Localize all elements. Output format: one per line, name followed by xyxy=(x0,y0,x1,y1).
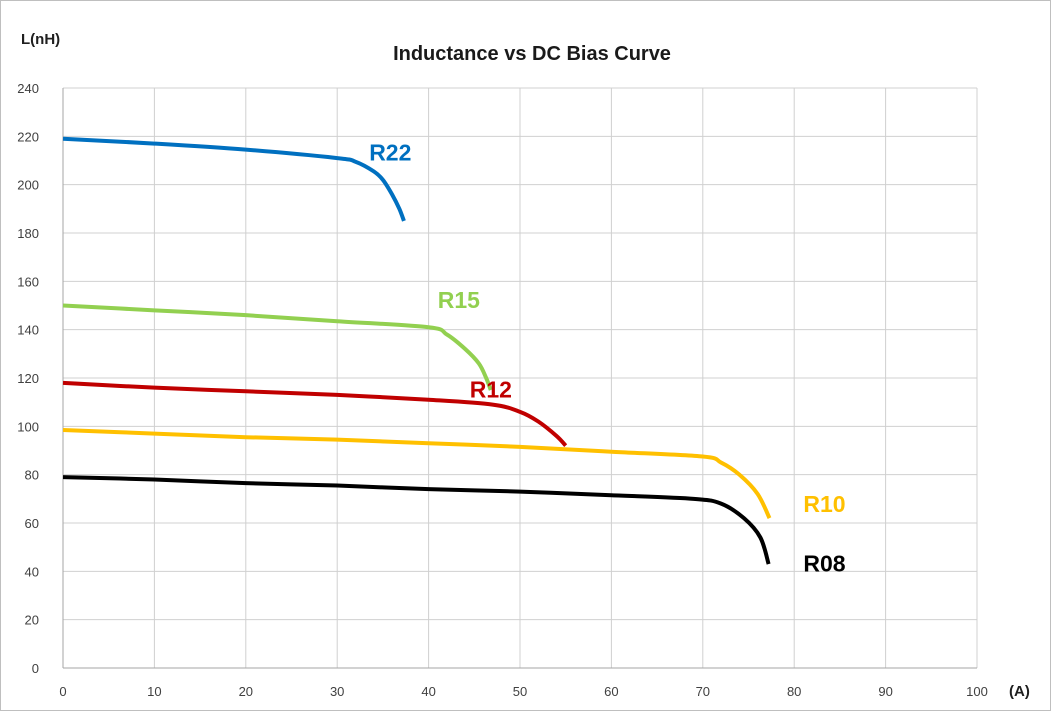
y-tick-label: 220 xyxy=(17,129,39,144)
x-tick-label: 30 xyxy=(330,684,344,699)
x-tick-label: 50 xyxy=(513,684,527,699)
series-line-r08 xyxy=(62,475,771,565)
series-label-r22: R22 xyxy=(369,140,411,166)
x-tick-label: 70 xyxy=(696,684,710,699)
x-tick-label: 10 xyxy=(147,684,161,699)
y-tick-label: 140 xyxy=(17,323,39,338)
x-axis-label: (A) xyxy=(1009,683,1030,700)
grid-lines xyxy=(62,87,978,669)
y-tick-label: 100 xyxy=(17,419,39,434)
series-labels: R22 R15 R12 R10 R08 xyxy=(369,140,846,577)
y-tick-label: 240 xyxy=(17,81,39,96)
y-tick-label: 120 xyxy=(17,371,39,386)
x-tick-label: 60 xyxy=(604,684,618,699)
y-tick-label: 180 xyxy=(17,226,39,241)
x-tick-label: 40 xyxy=(421,684,435,699)
y-tick-label: 60 xyxy=(25,516,39,531)
chart-title: Inductance vs DC Bias Curve xyxy=(393,43,671,65)
y-tick-label: 20 xyxy=(25,613,39,628)
series-line-r15 xyxy=(62,303,493,391)
series-lines xyxy=(62,136,772,565)
x-tick-label: 90 xyxy=(878,684,892,699)
y-tick-label: 200 xyxy=(17,178,39,193)
y-tick-label: 0 xyxy=(32,661,39,676)
y-axis-label: L(nH) xyxy=(21,31,60,48)
x-tick-label: 20 xyxy=(239,684,253,699)
series-line-r22 xyxy=(62,136,406,222)
y-tick-label: 40 xyxy=(25,564,39,579)
series-label-r08: R08 xyxy=(803,550,845,576)
x-tick-label: 0 xyxy=(59,684,66,699)
x-axis-ticks: 0 10 20 30 40 50 60 70 80 90 100 xyxy=(59,684,987,699)
y-tick-label: 80 xyxy=(25,468,39,483)
series-line-r10 xyxy=(62,427,772,520)
y-axis-ticks: 0 20 40 60 80 100 120 140 160 180 200 220 240 xyxy=(17,81,39,676)
x-tick-label: 100 xyxy=(966,684,988,699)
series-line-r12 xyxy=(62,380,568,448)
series-label-r10: R10 xyxy=(803,491,845,517)
series-label-r12: R12 xyxy=(470,376,512,402)
series-label-r15: R15 xyxy=(438,287,480,313)
y-tick-label: 160 xyxy=(17,274,39,289)
x-tick-label: 80 xyxy=(787,684,801,699)
